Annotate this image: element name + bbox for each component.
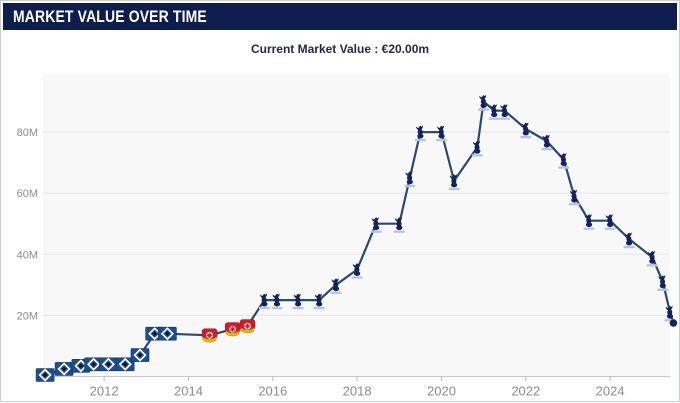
x-axis-label: 2018	[343, 384, 372, 399]
current-market-value-label: Current Market Value : €20.00m	[250, 42, 430, 56]
leverkusen-crest-icon[interactable]	[201, 328, 218, 343]
panel-header: MARKET VALUE OVER TIME	[3, 3, 677, 30]
leverkusen-crest-icon[interactable]	[239, 318, 256, 334]
y-axis-label: 80M	[17, 127, 38, 139]
x-axis-label: 2022	[511, 384, 540, 399]
hsv-crest-icon[interactable]	[98, 356, 119, 372]
hsv-crest-icon[interactable]	[157, 326, 178, 342]
hsv-crest-icon[interactable]	[54, 361, 74, 377]
x-axis-label: 2016	[258, 384, 287, 399]
plot-background	[43, 74, 670, 377]
x-axis-label: 2020	[427, 384, 456, 399]
y-axis-label: 20M	[17, 310, 38, 322]
panel-title: MARKET VALUE OVER TIME	[13, 6, 207, 26]
y-axis-label: 40M	[17, 249, 38, 261]
x-axis-label: 2012	[90, 384, 119, 399]
hsv-crest-icon[interactable]	[35, 367, 55, 383]
hsv-crest-icon[interactable]	[130, 347, 150, 363]
y-axis-label: 60M	[17, 188, 38, 200]
current-value-dot[interactable]	[669, 319, 678, 327]
market-value-chart: 20M 40M 60M 80M 2012 2014 2016 2018 2020 2022 2024	[17, 74, 678, 399]
leverkusen-crest-icon[interactable]	[224, 321, 241, 337]
x-axis-label: 2014	[174, 384, 203, 399]
x-axis-label: 2024	[596, 384, 625, 399]
